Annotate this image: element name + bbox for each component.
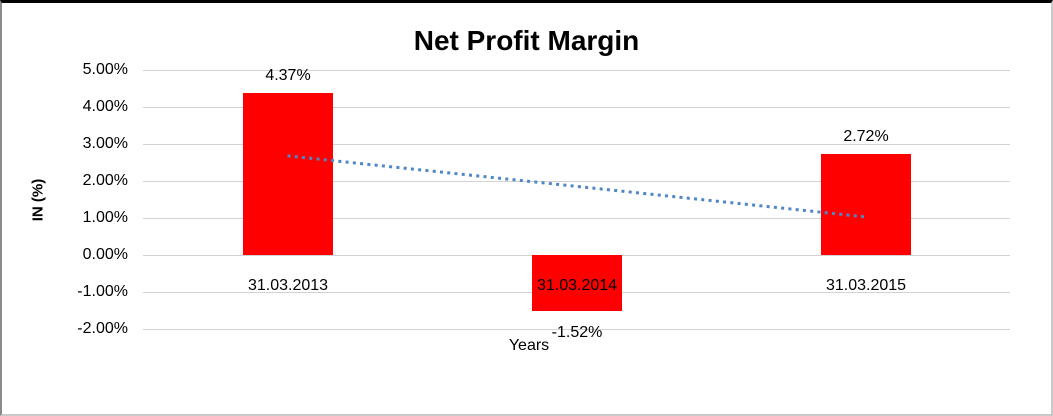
- gridline: [143, 218, 1010, 219]
- gridline: [143, 70, 1010, 71]
- bar: [243, 93, 333, 255]
- bar-value-label: 2.72%: [843, 128, 889, 145]
- y-tick-label: 5.00%: [82, 61, 128, 78]
- bar-value-label: -1.52%: [551, 324, 603, 341]
- bar-value-label: 4.37%: [265, 67, 311, 84]
- y-tick-label: 2.00%: [82, 172, 128, 189]
- x-axis-title: Years: [508, 337, 550, 354]
- category-label: 31.03.2013: [247, 277, 329, 294]
- y-tick-label: 1.00%: [82, 209, 128, 226]
- bar: [821, 154, 911, 255]
- y-tick-label: -2.00%: [77, 320, 128, 337]
- gridline: [143, 107, 1010, 108]
- y-tick-label: 4.00%: [82, 98, 128, 115]
- y-tick-label: 3.00%: [82, 135, 128, 152]
- category-label: 31.03.2014: [536, 277, 618, 294]
- category-label: 31.03.2015: [825, 277, 907, 294]
- chart-title: Net Profit Margin: [413, 25, 640, 56]
- gridline: [143, 329, 1010, 330]
- gridline: [143, 144, 1010, 145]
- y-tick-label: -1.00%: [77, 283, 128, 300]
- bar: [532, 255, 622, 311]
- y-tick-label: 0.00%: [82, 246, 128, 263]
